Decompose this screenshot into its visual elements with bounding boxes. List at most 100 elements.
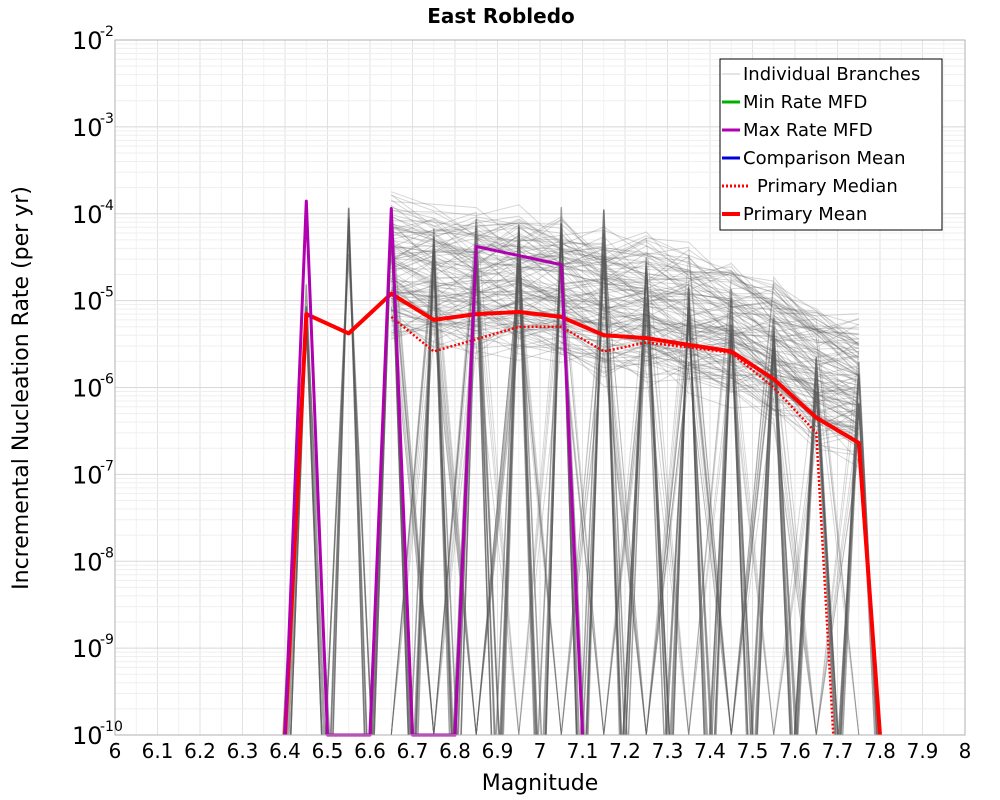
branch-line <box>390 274 859 736</box>
branch-line <box>391 289 859 736</box>
branch-line <box>391 257 859 395</box>
branch-line <box>391 217 860 355</box>
branch-line <box>391 220 859 336</box>
branch-line <box>391 258 859 736</box>
branch-line <box>391 318 859 437</box>
branch-line <box>391 274 859 390</box>
y-tick-base: 10 <box>72 635 103 663</box>
legend: Individual Branches Min Rate MFD Max Rate … <box>719 58 943 231</box>
branch-line <box>391 255 860 736</box>
y-tick-exponent: -4 <box>100 198 114 214</box>
branch-line <box>390 230 860 736</box>
branch-line <box>391 260 859 394</box>
legend-label: Min Rate MFD <box>743 92 867 113</box>
branch-line <box>391 274 860 421</box>
x-tick-label: 6.7 <box>397 739 429 763</box>
y-tick-exponent: -6 <box>100 372 114 388</box>
branch-line <box>390 243 860 736</box>
branch-line <box>391 258 859 736</box>
x-tick-label: 6.1 <box>142 739 174 763</box>
branch-spike <box>666 308 712 736</box>
branch-line <box>391 238 860 374</box>
series-primary-mean <box>283 291 882 736</box>
branch-line <box>391 254 859 370</box>
branch-line <box>391 191 860 736</box>
branch-line <box>390 248 860 736</box>
branch-line <box>391 274 859 406</box>
branch-spike <box>500 259 537 736</box>
y-tick-exponent: -2 <box>100 24 114 40</box>
branch-line <box>391 218 859 330</box>
legend-label: Max Rate MFD <box>743 120 873 141</box>
branch-line <box>391 302 859 736</box>
branch-spike <box>544 207 579 736</box>
branch-line <box>390 236 859 736</box>
branch-spike <box>754 318 794 736</box>
branch-line <box>391 278 860 421</box>
branch-line <box>391 307 860 736</box>
branch-spike <box>324 233 373 736</box>
y-tick-base: 10 <box>72 27 103 55</box>
branch-line <box>391 284 860 427</box>
branch-spike <box>417 242 451 736</box>
branch-line <box>390 204 859 331</box>
branch-spike <box>751 327 797 736</box>
y-axis-title: Incremental Nucleation Rate (per yr) <box>9 186 34 590</box>
branch-line <box>391 243 860 736</box>
branch-line <box>391 229 859 350</box>
branch-line <box>391 248 860 377</box>
series-max-rate-mfd <box>283 199 584 737</box>
branch-line <box>391 278 859 736</box>
branch-line <box>391 301 859 736</box>
branch-line <box>391 244 859 383</box>
series-group <box>283 199 882 737</box>
branch-line <box>390 215 859 736</box>
branch-line <box>391 276 859 399</box>
chart-title: East Robledo <box>427 4 575 28</box>
y-tick-label: 10-8 <box>72 545 114 576</box>
branch-line <box>391 227 859 340</box>
branch-line <box>391 267 860 736</box>
branch-line <box>391 295 859 424</box>
branch-line <box>391 280 860 405</box>
x-tick-label: 7.5 <box>737 739 769 763</box>
x-tick-label: 7.1 <box>567 739 599 763</box>
y-tick-exponent: -10 <box>100 719 123 735</box>
y-tick-label: 10-9 <box>72 632 114 663</box>
x-axis-title: Magnitude <box>482 771 599 796</box>
y-tick-label: 10-5 <box>72 285 114 316</box>
x-tick-label: 6.4 <box>269 739 301 763</box>
branch-line <box>391 194 860 736</box>
branch-line <box>390 261 859 736</box>
legend-box <box>719 58 943 231</box>
branch-line <box>391 226 859 358</box>
branch-line <box>391 248 860 736</box>
branch-spike <box>793 376 839 736</box>
branch-line <box>391 219 860 366</box>
branch-line <box>391 290 860 736</box>
branch-line <box>391 246 860 395</box>
branch-line <box>391 291 859 736</box>
x-tick-label: 6.5 <box>312 739 344 763</box>
branch-line <box>390 238 860 736</box>
branch-line <box>390 238 860 736</box>
branch-line <box>391 329 860 447</box>
branch-spike <box>672 287 705 736</box>
plot-frame <box>114 39 966 736</box>
branch-line <box>391 258 859 736</box>
branch-line <box>391 210 860 355</box>
x-tick-label: 6.9 <box>482 739 514 763</box>
branch-line <box>391 232 859 362</box>
branch-line <box>391 225 860 346</box>
branch-line <box>391 323 860 736</box>
branch-line <box>391 228 860 736</box>
branch-spike <box>329 207 368 736</box>
branch-line <box>391 238 860 376</box>
branch-spike <box>711 324 752 736</box>
branch-line <box>391 245 859 736</box>
branch-spike <box>797 390 836 736</box>
branch-line <box>391 288 859 736</box>
branch-line <box>391 308 859 736</box>
x-tick-label: 7.3 <box>652 739 684 763</box>
branch-line <box>391 293 860 435</box>
